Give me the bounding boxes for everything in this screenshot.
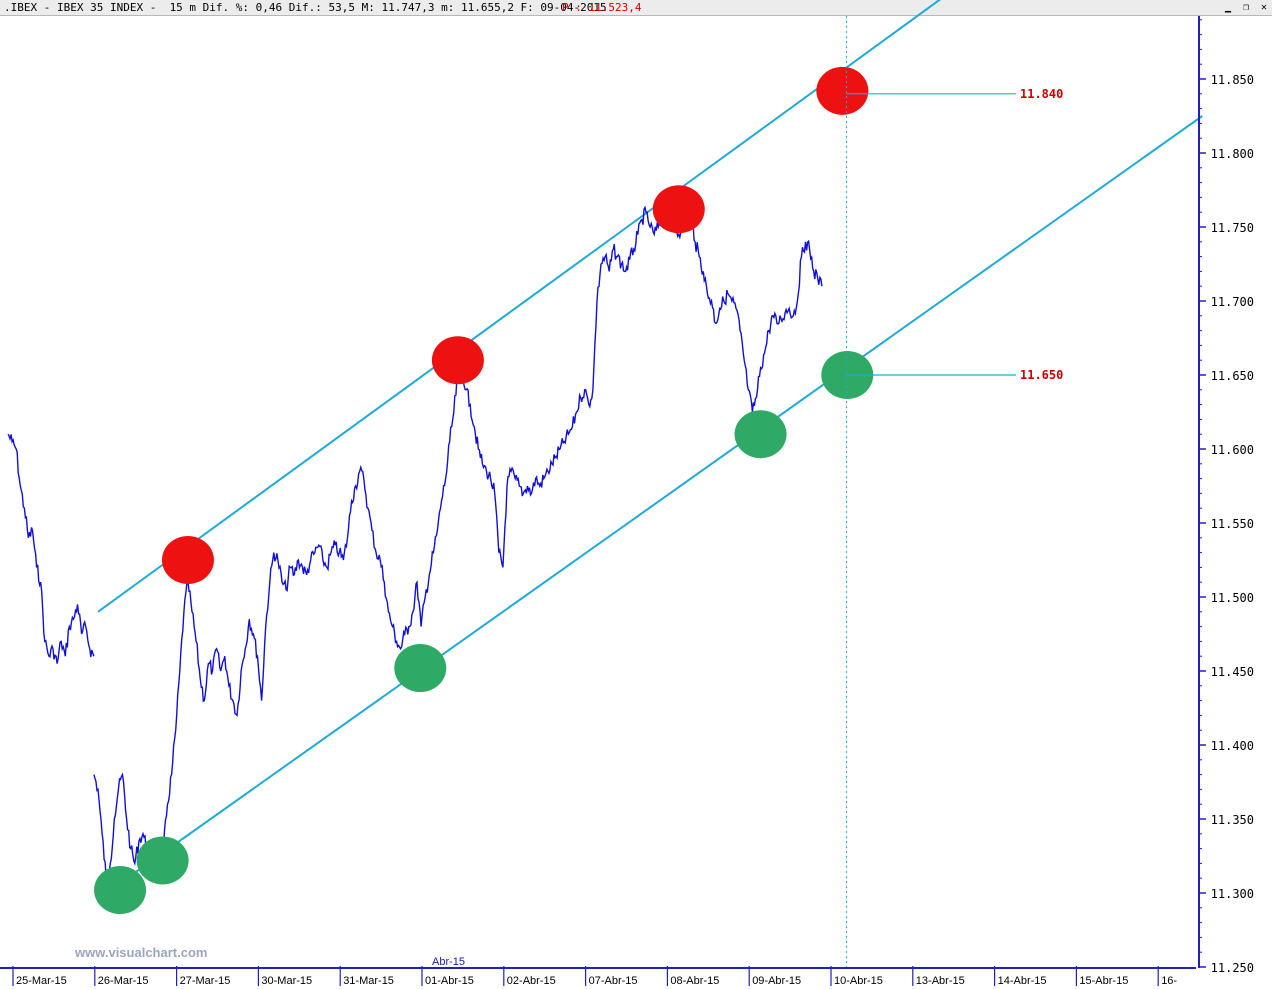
y-tick-label-7: 11.600 [1211, 443, 1254, 457]
resistance-marker-2 [652, 185, 705, 234]
resistance-marker-0 [161, 536, 214, 584]
y-tick-label-0: 11.250 [1211, 961, 1254, 975]
level-label-0: 11.840 [1020, 87, 1063, 101]
x-tick-label-8: 08-Abr-15 [670, 975, 719, 987]
level-label-1: 11.650 [1020, 368, 1063, 382]
support-marker-7 [734, 410, 787, 459]
x-tick-label-11: 13-Abr-15 [916, 975, 965, 987]
minimize-icon[interactable]: ▁ [1224, 2, 1232, 13]
x-tick-label-1: 26-Mar-15 [98, 975, 149, 987]
channel-line-upper [97, 0, 942, 613]
x-tick-label-4: 31-Mar-15 [343, 975, 394, 987]
title-bar: .IBEX - IBEX 35 INDEX - 15 m Dif. %: 0,4… [0, 0, 1272, 16]
x-tick-label-7: 07-Abr-15 [589, 975, 638, 987]
support-marker-6 [394, 644, 447, 693]
resistance-marker-3 [816, 66, 869, 115]
x-tick-label-5: 01-Abr-15 [425, 975, 474, 987]
y-tick-label-12: 11.850 [1211, 73, 1254, 87]
y-tick-label-2: 11.350 [1211, 813, 1254, 827]
channel-line-lower [105, 115, 1203, 894]
chart-title: .IBEX - IBEX 35 INDEX - 15 m Dif. %: 0,4… [4, 1, 607, 14]
resistance-marker-1 [431, 336, 484, 385]
support-marker-4 [94, 866, 147, 915]
y-tick-label-4: 11.450 [1211, 665, 1254, 679]
x-tick-label-13: 15-Abr-15 [1079, 975, 1128, 987]
x-tick-label-2: 27-Mar-15 [180, 975, 231, 987]
close-icon[interactable]: ✕ [1260, 2, 1268, 13]
restore-icon[interactable]: ❐ [1242, 2, 1250, 13]
support-marker-5 [136, 836, 189, 885]
y-tick-label-10: 11.750 [1211, 221, 1254, 235]
y-tick-label-6: 11.550 [1211, 517, 1254, 531]
month-marker: Abr-15 [432, 956, 465, 968]
y-tick-label-5: 11.500 [1211, 591, 1254, 605]
last-price: P : 11.523,4 [562, 1, 642, 14]
y-tick-label-3: 11.400 [1211, 739, 1254, 753]
x-tick-label-3: 30-Mar-15 [261, 975, 312, 987]
x-tick-label-0: 25-Mar-15 [16, 975, 67, 987]
y-tick-label-9: 11.700 [1211, 295, 1254, 309]
watermark: www.visualchart.com [74, 945, 207, 960]
price-series [7, 201, 823, 880]
x-tick-label-10: 10-Abr-15 [834, 975, 883, 987]
y-tick-label-1: 11.300 [1211, 887, 1254, 901]
x-tick-label-6: 02-Abr-15 [507, 975, 556, 987]
x-tick-label-12: 14-Abr-15 [998, 975, 1047, 987]
x-tick-label-9: 09-Abr-15 [752, 975, 801, 987]
y-tick-label-11: 11.800 [1211, 147, 1254, 161]
x-tick-label-14: 16- [1161, 975, 1177, 987]
y-tick-label-8: 11.650 [1211, 369, 1254, 383]
